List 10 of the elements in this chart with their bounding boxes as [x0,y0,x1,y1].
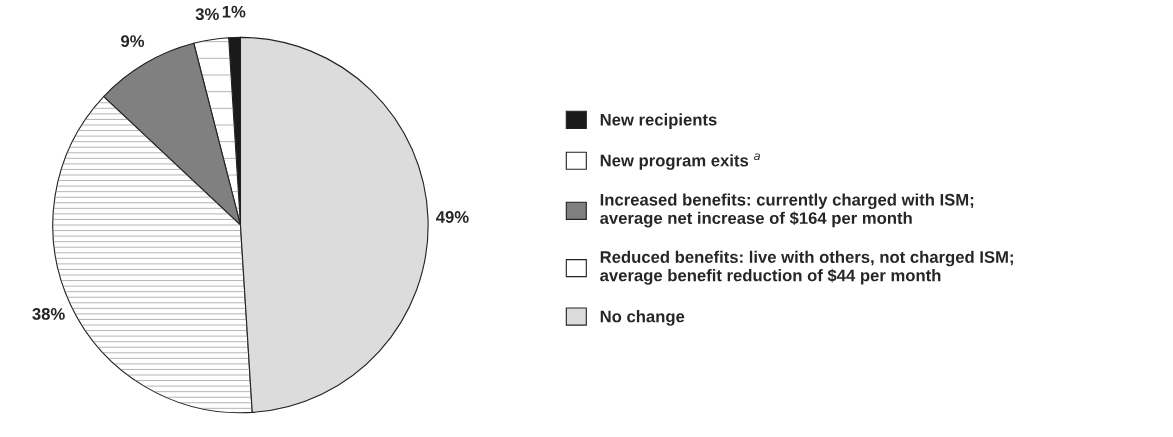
legend-label: No change [600,310,685,326]
legend-label: Increased benefits: currently charged with ISM; average net increase of $164 per month [600,193,974,228]
legend-label: Reduced benefits: live with others, not charged ISM; average benefit reduction of $44 per month [600,250,1013,285]
data-label: 9% [121,35,145,47]
data-label: 3% [195,8,219,21]
data-label: 1% [222,5,246,18]
legend-label: New recipients [600,113,717,129]
data-label: 49% [436,211,469,223]
legend-label: New program exits $^{a}$ [600,153,760,170]
data-label: 38% [32,308,65,320]
